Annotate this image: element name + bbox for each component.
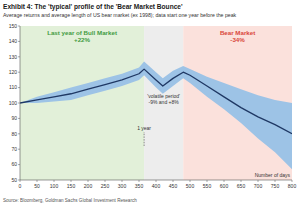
x-tick-label: 150 (67, 183, 76, 189)
x-tick-label: 350 (135, 183, 144, 189)
x-tick-label: 100 (50, 183, 59, 189)
x-axis-label: Number of days (255, 172, 291, 178)
x-tick (292, 180, 293, 182)
source: Source: Bloomberg, Goldman Sachs Global … (3, 198, 137, 203)
y-tick (18, 118, 20, 119)
x-tick (190, 180, 191, 182)
y-tick (18, 26, 20, 27)
x-tick (105, 180, 106, 182)
y-tick (18, 149, 20, 150)
x-tick-label: 800 (288, 183, 297, 189)
x-tick (207, 180, 208, 182)
y-tick-label: 70 (11, 146, 17, 152)
x-tick (156, 180, 157, 182)
region-sublabel: -9% and +8% (149, 99, 180, 105)
y-tick-label: 60 (11, 161, 17, 167)
chart: Exhibit 4: The 'typical' profile of the … (0, 0, 300, 206)
title: Exhibit 4: The 'typical' profile of the … (3, 3, 183, 11)
x-tick-label: 400 (152, 183, 161, 189)
y-tick-label: 100 (9, 100, 18, 106)
x-tick-label: 550 (203, 183, 212, 189)
x-tick (20, 180, 21, 182)
region-label: Bear Market (220, 29, 255, 36)
region (20, 26, 144, 180)
x-tick (241, 180, 242, 182)
x-tick-label: 200 (84, 183, 93, 189)
x-tick (173, 180, 174, 182)
x-tick-label: 50 (34, 183, 40, 189)
y-tick (18, 41, 20, 42)
y-tick (18, 180, 20, 181)
x-tick (37, 180, 38, 182)
marker-line (144, 132, 145, 146)
x-tick-label: 650 (237, 183, 246, 189)
x-tick-label: 600 (220, 183, 229, 189)
region-label: Last year of Bull Market (47, 29, 117, 36)
y-tick (18, 72, 20, 73)
y-tick-label: 80 (11, 131, 17, 137)
x-tick (224, 180, 225, 182)
plot-area (20, 26, 292, 180)
x-tick-label: 300 (118, 183, 127, 189)
x-tick (122, 180, 123, 182)
x-tick-label: 700 (254, 183, 263, 189)
y-tick-label: 140 (9, 38, 18, 44)
y-tick-label: 130 (9, 54, 18, 60)
y-tick (18, 56, 20, 57)
x-tick-label: 500 (186, 183, 195, 189)
x-tick (54, 180, 55, 182)
x-tick-label: 250 (101, 183, 110, 189)
y-tick-label: 90 (11, 115, 17, 121)
subtitle: Average returns and average length of US… (3, 12, 237, 18)
x-tick-label: 450 (169, 183, 178, 189)
y-tick-label: 110 (9, 84, 17, 90)
x-tick (88, 180, 89, 182)
y-tick (18, 103, 20, 104)
line (20, 69, 292, 134)
y-tick-label: 120 (9, 69, 18, 75)
y-tick (18, 164, 20, 165)
y-tick-label: 150 (9, 23, 18, 29)
range-band (20, 61, 292, 169)
x-tick-label: 0 (19, 183, 22, 189)
x-tick (71, 180, 72, 182)
marker-label: 1 year (137, 125, 151, 131)
y-tick-label: 50 (11, 177, 17, 183)
x-tick (139, 180, 140, 182)
x-tick-label: 750 (271, 183, 280, 189)
region-sublabel: -34% (230, 36, 245, 43)
x-tick (258, 180, 259, 182)
y-tick (18, 133, 20, 134)
y-tick (18, 87, 20, 88)
x-tick (275, 180, 276, 182)
region-sublabel: +22% (74, 36, 90, 43)
region (144, 26, 183, 180)
